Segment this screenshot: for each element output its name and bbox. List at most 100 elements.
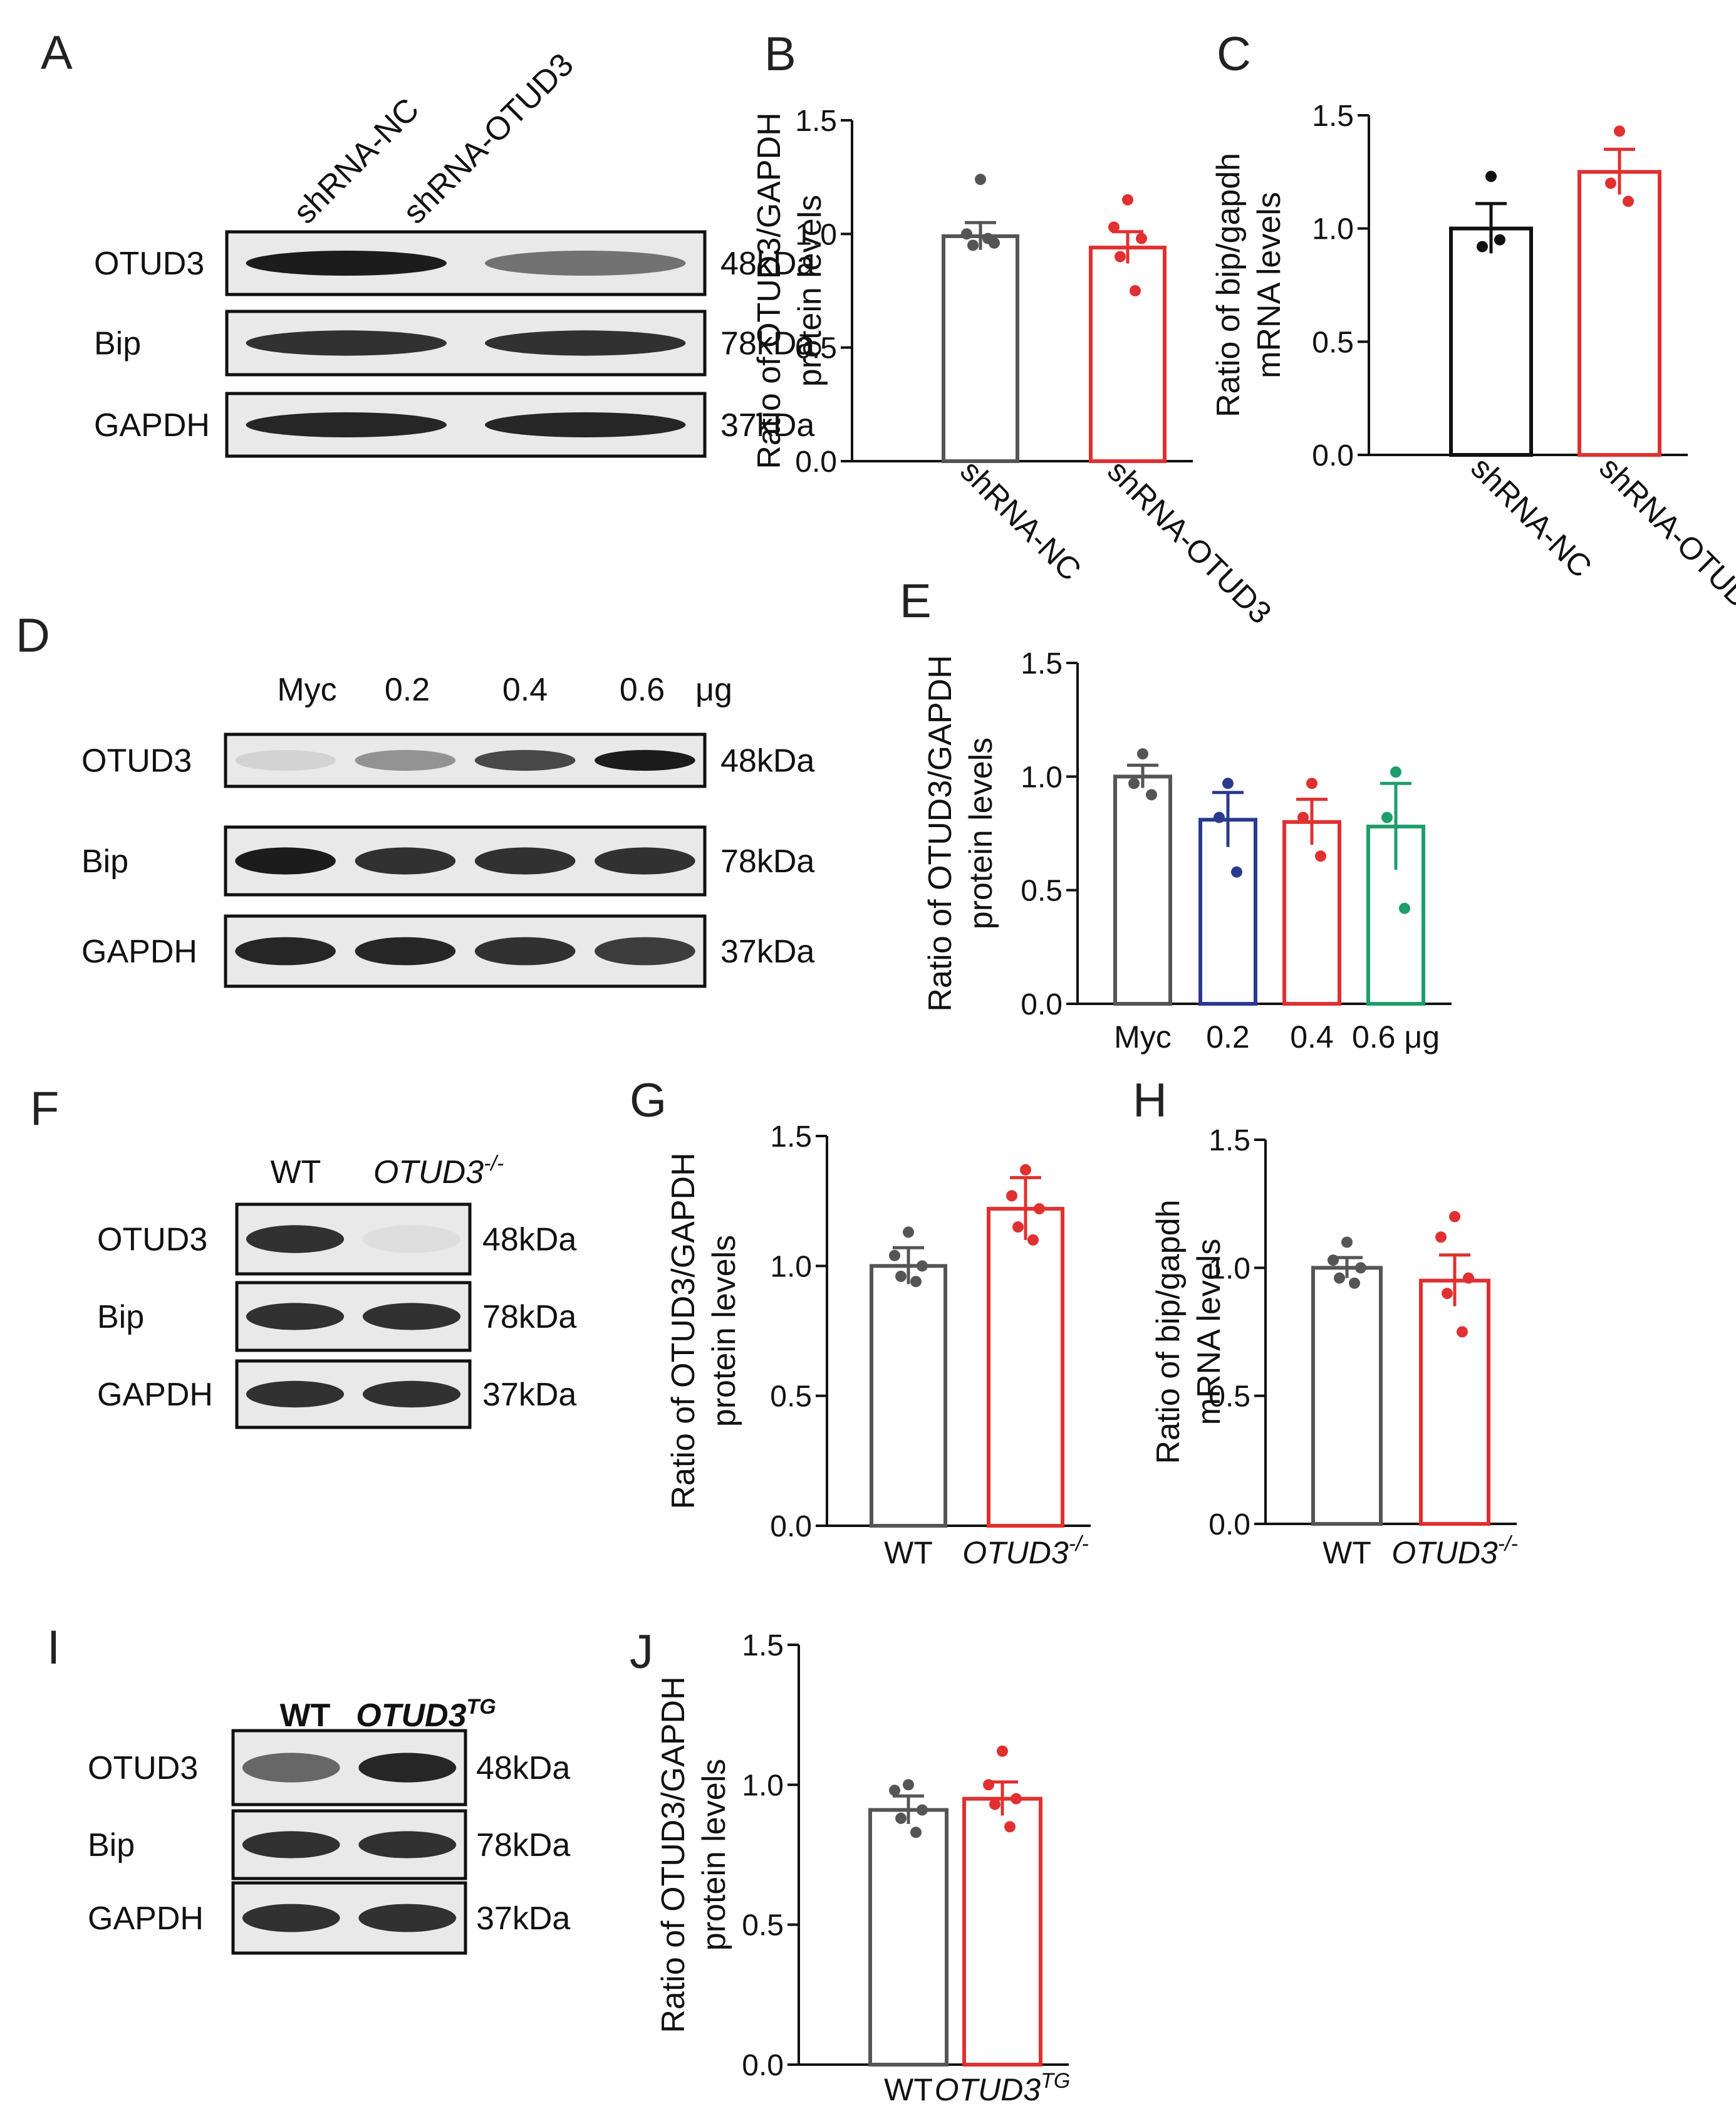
y-tick-label: 0.0 xyxy=(742,2049,784,2082)
data-point xyxy=(1435,1231,1447,1243)
blot-band xyxy=(485,412,686,437)
data-point xyxy=(910,1827,922,1838)
blot-row-label: Bip xyxy=(97,1299,144,1335)
data-point xyxy=(1381,811,1393,823)
blot-band xyxy=(246,1380,345,1408)
data-point xyxy=(1137,748,1148,760)
data-point xyxy=(961,228,972,240)
data-point xyxy=(975,174,986,185)
blot-band xyxy=(358,1904,457,1932)
lane-label: OTUD3TG xyxy=(356,1695,496,1734)
blot-band xyxy=(246,1303,345,1330)
y-tick-label: 1.5 xyxy=(1208,1124,1250,1157)
blot-row-label: Bip xyxy=(88,1827,135,1863)
panel-letter-F: F xyxy=(30,1082,59,1135)
y-tick-label: 1.5 xyxy=(795,105,837,138)
data-point xyxy=(1297,811,1309,823)
blot-row-label: GAPDH xyxy=(88,1900,204,1937)
data-point xyxy=(1222,778,1234,790)
data-point xyxy=(1477,241,1488,253)
molecular-weight-label: 37kDa xyxy=(720,407,814,444)
data-point xyxy=(983,1779,994,1791)
lane-label: Myc xyxy=(277,672,336,708)
bar xyxy=(1577,170,1661,457)
data-point xyxy=(1355,1262,1366,1274)
data-point xyxy=(1306,778,1318,790)
blot-band xyxy=(235,847,336,875)
blot-I: I WT OTUD3TG OTUD3 48kDa Bip 78kDa GAPDH 37kDa xyxy=(47,1621,570,1955)
lane-label: OTUD3-/- xyxy=(373,1152,504,1191)
data-point xyxy=(989,1798,1001,1810)
blot-band xyxy=(474,937,576,966)
blot-row-label: Bip xyxy=(81,843,128,880)
blot-row-label: OTUD3 xyxy=(94,246,204,282)
bar xyxy=(1113,774,1172,1006)
y-tick-label: 1.0 xyxy=(1208,1252,1250,1285)
molecular-weight-label: 37kDa xyxy=(476,1900,570,1937)
data-point xyxy=(903,1226,914,1238)
lane-unit-label: μg xyxy=(695,672,732,708)
bar xyxy=(1311,1266,1383,1526)
bar xyxy=(1282,820,1341,1006)
chart-H: H 0.0 0.5 1.0 1.5 Ratio of bip/gapdh mRNA leve… xyxy=(1133,1074,1518,1570)
lane-label: shRNA-OTUD3 xyxy=(396,46,580,231)
category-label: OTUD3-/- xyxy=(1391,1532,1518,1570)
bar xyxy=(962,1796,1042,2067)
data-point xyxy=(889,1249,900,1261)
y-axis-label: Ratio of OTUD3/GAPDH xyxy=(655,1676,692,2033)
blot-band xyxy=(235,937,336,966)
blot-row-label: Bip xyxy=(94,326,141,362)
molecular-weight-label: 78kDa xyxy=(720,326,814,362)
blot-band xyxy=(362,1380,461,1408)
panel-letter-D: D xyxy=(16,609,50,662)
lane-label: WT xyxy=(280,1697,331,1734)
lane-label: WT xyxy=(271,1154,321,1191)
data-point xyxy=(1034,1203,1045,1215)
blot-band xyxy=(595,847,695,875)
chart-J: J 0.0 0.5 1.0 1.5 Ratio of OTUD3/GAPDH protein… xyxy=(630,1625,1070,2107)
blot-row-label: GAPDH xyxy=(94,407,210,444)
category-label: 0.2 xyxy=(1206,1019,1250,1055)
data-point xyxy=(1128,778,1140,790)
blot-row-label: OTUD3 xyxy=(81,743,192,779)
data-point xyxy=(895,1812,907,1824)
panel-letter-A: A xyxy=(41,26,73,80)
y-axis-label: Ratio of OTUD3/GAPDH xyxy=(922,655,959,1011)
data-point xyxy=(1122,194,1133,206)
molecular-weight-label: 78kDa xyxy=(482,1299,576,1335)
data-point xyxy=(917,1260,928,1272)
panel-letter-C: C xyxy=(1217,28,1251,81)
panel-letter-H: H xyxy=(1133,1074,1167,1127)
y-axis-label: protein levels xyxy=(963,738,999,929)
category-label: 0.6 μg xyxy=(1352,1019,1440,1055)
blot-row-label: OTUD3 xyxy=(88,1750,198,1786)
y-axis-label: mRNA levels xyxy=(1191,1239,1227,1426)
category-label: Myc xyxy=(1114,1019,1172,1055)
blot-row-label: GAPDH xyxy=(81,934,197,970)
blot-band xyxy=(485,330,686,356)
data-point xyxy=(1214,811,1225,823)
data-point xyxy=(1328,1254,1339,1266)
y-axis-label: protein levels xyxy=(792,195,828,387)
data-point xyxy=(1349,1277,1360,1289)
blot-row-label: OTUD3 xyxy=(97,1222,207,1258)
data-point xyxy=(997,1745,1008,1757)
blot-D: D Myc 0.2 0.4 0.6 μg OTUD3 48kDa Bip 78kDa GAPDH 37… xyxy=(16,609,814,988)
blot-band xyxy=(362,1303,461,1330)
y-tick-label: 1.0 xyxy=(1312,213,1354,246)
blot-band xyxy=(355,847,456,875)
y-axis-label: Ratio of bip/gapdh xyxy=(1210,153,1247,417)
y-tick-label: 0.5 xyxy=(770,1380,812,1414)
panel-letter-E: E xyxy=(900,575,932,628)
bar xyxy=(1449,226,1533,457)
blot-row-label: GAPDH xyxy=(97,1377,213,1413)
y-tick-label: 0.5 xyxy=(1312,326,1354,359)
y-tick-label: 0.0 xyxy=(795,446,837,479)
category-label: 0.4 xyxy=(1290,1019,1334,1055)
blot-band xyxy=(474,749,576,771)
panel-letter-I: I xyxy=(47,1621,60,1674)
blot-band xyxy=(242,1831,340,1858)
data-point xyxy=(917,1804,928,1816)
